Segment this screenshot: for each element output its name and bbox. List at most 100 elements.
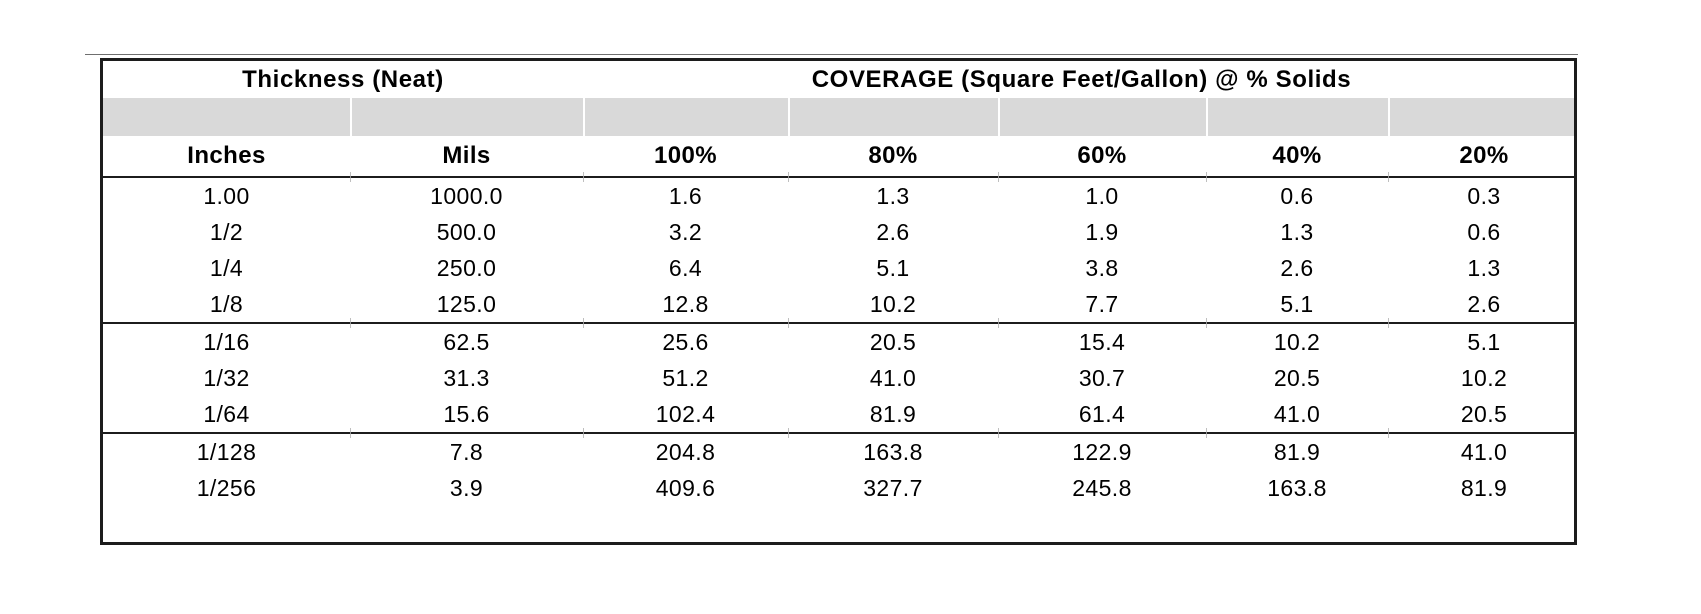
- gridline-tick: [998, 172, 999, 182]
- table-cell: 6.4: [668, 254, 703, 281]
- table-cell: 10.2: [1273, 328, 1321, 355]
- gridline-tick: [1206, 428, 1207, 438]
- table-cell: 102.4: [655, 400, 716, 427]
- table-cell: 250.0: [436, 254, 497, 281]
- table-cell: 15.4: [1078, 328, 1126, 355]
- gridline-tick: [998, 318, 999, 328]
- gray-band-cell: [788, 98, 998, 136]
- table-cell: 2.6: [876, 218, 910, 245]
- table-row: 1/128 7.8 204.8 163.8 122.9 81.9 41.0: [103, 434, 1574, 470]
- gridline-tick: [1206, 318, 1207, 328]
- table-cell: 1/8: [209, 290, 244, 317]
- column-header: 40%: [1272, 142, 1322, 169]
- title-thickness-neat: Thickness (Neat): [242, 65, 444, 93]
- gray-band-cell: [583, 98, 788, 136]
- row-divider-line: [103, 428, 1574, 438]
- gridline-tick: [350, 428, 351, 438]
- table-cell: 1/4: [209, 254, 244, 281]
- row-group: 1/128 7.8 204.8 163.8 122.9 81.9 41.0 1/256 3.9 4…: [103, 434, 1574, 506]
- table-cell: 1/128: [196, 438, 257, 465]
- table-cell: 7.8: [449, 438, 484, 465]
- column-header: 100%: [654, 142, 717, 169]
- table-cell: 41.0: [869, 364, 917, 391]
- gridline-tick: [350, 318, 351, 328]
- table-cell: 12.8: [662, 290, 709, 317]
- row-divider-line: [103, 318, 1574, 328]
- gridline-tick: [583, 318, 584, 328]
- gray-band-cell: [1388, 98, 1574, 136]
- table-cell: 327.7: [863, 474, 923, 501]
- table-cell: 10.2: [869, 290, 917, 317]
- table-cell: 1.3: [876, 182, 910, 209]
- row-group: 1.00 1000.0 1.6 1.3 1.0 0.6 0.3 1/2 500.0 3.2 2.6 1…: [103, 178, 1574, 322]
- table-title-row: Thickness (Neat) COVERAGE (Square Feet/G…: [103, 61, 1574, 98]
- gray-band-cell: [350, 98, 583, 136]
- table-cell: 41.0: [1460, 438, 1508, 465]
- table-cell: 1.3: [1280, 218, 1314, 245]
- table-cell: 1.0: [1085, 182, 1119, 209]
- table-cell: 5.1: [1280, 290, 1314, 317]
- table-cell: 1/16: [203, 328, 250, 355]
- column-header: Mils: [442, 142, 491, 169]
- table-cell: 20.5: [869, 328, 917, 355]
- gridline-tick: [788, 318, 789, 328]
- table-cell: 1000.0: [430, 182, 503, 209]
- table-row: 1/16 62.5 25.6 20.5 15.4 10.2 5.1: [103, 324, 1574, 360]
- gridline-tick: [788, 428, 789, 438]
- table-cell: 81.9: [1460, 474, 1508, 501]
- page-top-hairline: [85, 54, 1578, 55]
- table-row: 1/32 31.3 51.2 41.0 30.7 20.5 10.2: [103, 360, 1574, 396]
- table-cell: 0.6: [1467, 218, 1501, 245]
- gridline-tick: [583, 428, 584, 438]
- column-header: 20%: [1459, 142, 1509, 169]
- gray-band-row: [103, 98, 1574, 136]
- gridline-tick: [788, 172, 789, 182]
- gridline-tick: [1206, 172, 1207, 182]
- title-coverage-solids: COVERAGE (Square Feet/Gallon) @ % Solids: [811, 65, 1352, 93]
- gray-band-cell: [1206, 98, 1388, 136]
- table-cell: 7.7: [1085, 290, 1119, 317]
- table-row: 1/256 3.9 409.6 327.7 245.8 163.8 81.9: [103, 470, 1574, 506]
- table-cell: 3.8: [1085, 254, 1119, 281]
- table-cell: 81.9: [869, 400, 917, 427]
- table-cell: 62.5: [443, 328, 490, 355]
- table-cell: 31.3: [443, 364, 490, 391]
- table-cell: 30.7: [1078, 364, 1126, 391]
- gridline-tick: [1388, 172, 1389, 182]
- table-cell: 1.3: [1467, 254, 1501, 281]
- table-cell: 41.0: [1273, 400, 1321, 427]
- table-cell: 10.2: [1460, 364, 1508, 391]
- gray-band-cell: [103, 98, 350, 136]
- bottom-spacer: [103, 506, 1574, 542]
- table-cell: 61.4: [1078, 400, 1126, 427]
- table-cell: 1/2: [209, 218, 244, 245]
- table-cell: 25.6: [662, 328, 709, 355]
- table-cell: 0.3: [1467, 182, 1501, 209]
- table-row: 1/2 500.0 3.2 2.6 1.9 1.3 0.6: [103, 214, 1574, 250]
- row-divider-line: [103, 172, 1574, 182]
- table-row: 1/4 250.0 6.4 5.1 3.8 2.6 1.3: [103, 250, 1574, 286]
- table-row: 1.00 1000.0 1.6 1.3 1.0 0.6 0.3: [103, 178, 1574, 214]
- gray-band-cell: [998, 98, 1206, 136]
- table-cell: 245.8: [1072, 474, 1132, 501]
- table-cell: 3.9: [449, 474, 484, 501]
- table-cell: 1/64: [203, 400, 250, 427]
- table-cell: 2.6: [1280, 254, 1314, 281]
- table-cell: 409.6: [655, 474, 716, 501]
- table-cell: 0.6: [1280, 182, 1314, 209]
- table-cell: 500.0: [436, 218, 497, 245]
- table-cell: 5.1: [876, 254, 910, 281]
- table-cell: 2.6: [1467, 290, 1501, 317]
- table-cell: 1.9: [1085, 218, 1119, 245]
- table-cell: 1/256: [196, 474, 257, 501]
- table-row: 1/64 15.6 102.4 81.9 61.4 41.0 20.5: [103, 396, 1574, 432]
- table-cell: 20.5: [1460, 400, 1508, 427]
- gridline-tick: [1388, 428, 1389, 438]
- gridline-tick: [350, 172, 351, 182]
- gridline-tick: [583, 172, 584, 182]
- gridline-tick: [1388, 318, 1389, 328]
- table-cell: 3.2: [668, 218, 703, 245]
- table-cell: 51.2: [662, 364, 709, 391]
- table-body: 1.00 1000.0 1.6 1.3 1.0 0.6 0.3 1/2 500.0 3.2 2.6 1…: [103, 172, 1574, 506]
- table-cell: 163.8: [1267, 474, 1327, 501]
